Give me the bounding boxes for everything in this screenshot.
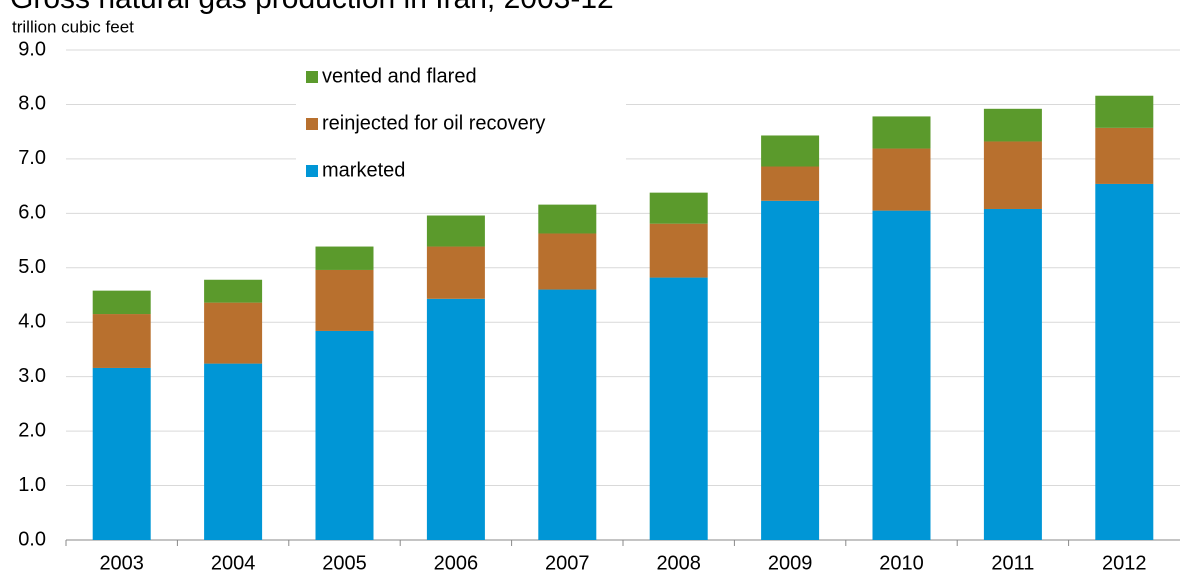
x-tick-label: 2004	[211, 552, 256, 574]
bar-segment	[315, 269, 374, 331]
bar-segment	[92, 314, 151, 368]
legend-box	[296, 58, 626, 188]
x-tick-label: 2006	[434, 552, 479, 574]
x-tick-label: 2011	[991, 552, 1034, 574]
chart-title: Gross natural gas production in Iran, 20…	[10, 0, 614, 15]
x-tick-label: 2008	[656, 552, 701, 574]
bar-segment	[761, 135, 820, 167]
legend-label: marketed	[322, 159, 405, 181]
bar-segment	[315, 246, 374, 270]
bar-segment	[538, 204, 597, 234]
bar-segment	[983, 208, 1042, 540]
y-tick-label: 6.0	[18, 202, 46, 224]
bar-segment	[983, 108, 1042, 142]
legend-label: vented and flared	[322, 65, 477, 87]
bar-segment	[649, 223, 708, 278]
bar-segment	[761, 200, 820, 541]
legend-swatch	[306, 165, 318, 177]
x-tick-label: 2003	[99, 552, 144, 574]
bar-segment	[1095, 183, 1154, 540]
bar-segment	[92, 290, 151, 315]
bar-segment	[426, 298, 485, 540]
bar-segment	[983, 141, 1042, 209]
bar-segment	[872, 148, 931, 211]
bar-segment	[426, 246, 485, 299]
y-tick-label: 0.0	[18, 528, 46, 550]
x-tick-label: 2010	[879, 552, 924, 574]
bar-segment	[538, 233, 597, 290]
legend-label: reinjected for oil recovery	[322, 112, 545, 134]
y-tick-label: 3.0	[18, 365, 46, 387]
bar-segment	[426, 215, 485, 247]
bar-segment	[204, 279, 263, 303]
bar-segment	[761, 166, 820, 201]
bar-segment	[649, 192, 708, 224]
y-tick-label: 5.0	[18, 256, 46, 278]
y-tick-label: 7.0	[18, 147, 46, 169]
bar-segment	[204, 302, 263, 364]
bar-segment	[1095, 95, 1154, 128]
bar-segment	[204, 363, 263, 540]
bar-segment	[538, 289, 597, 540]
bar-segment	[315, 330, 374, 540]
bar-segment	[872, 210, 931, 540]
legend-swatch	[306, 71, 318, 83]
x-tick-label: 2009	[768, 552, 813, 574]
x-tick-label: 2007	[545, 552, 590, 574]
y-tick-label: 2.0	[18, 419, 46, 441]
bar-segment	[1095, 127, 1154, 184]
y-tick-label: 1.0	[18, 474, 46, 496]
x-tick-label: 2005	[322, 552, 367, 574]
legend-swatch	[306, 118, 318, 130]
y-tick-label: 8.0	[18, 93, 46, 115]
y-tick-label: 9.0	[18, 38, 46, 60]
bar-segment	[872, 116, 931, 149]
bar-segment	[649, 277, 708, 540]
y-tick-label: 4.0	[18, 311, 46, 333]
y-axis-label: trillion cubic feet	[12, 17, 134, 36]
bar-segment	[92, 367, 151, 540]
x-tick-label: 2012	[1102, 552, 1147, 574]
